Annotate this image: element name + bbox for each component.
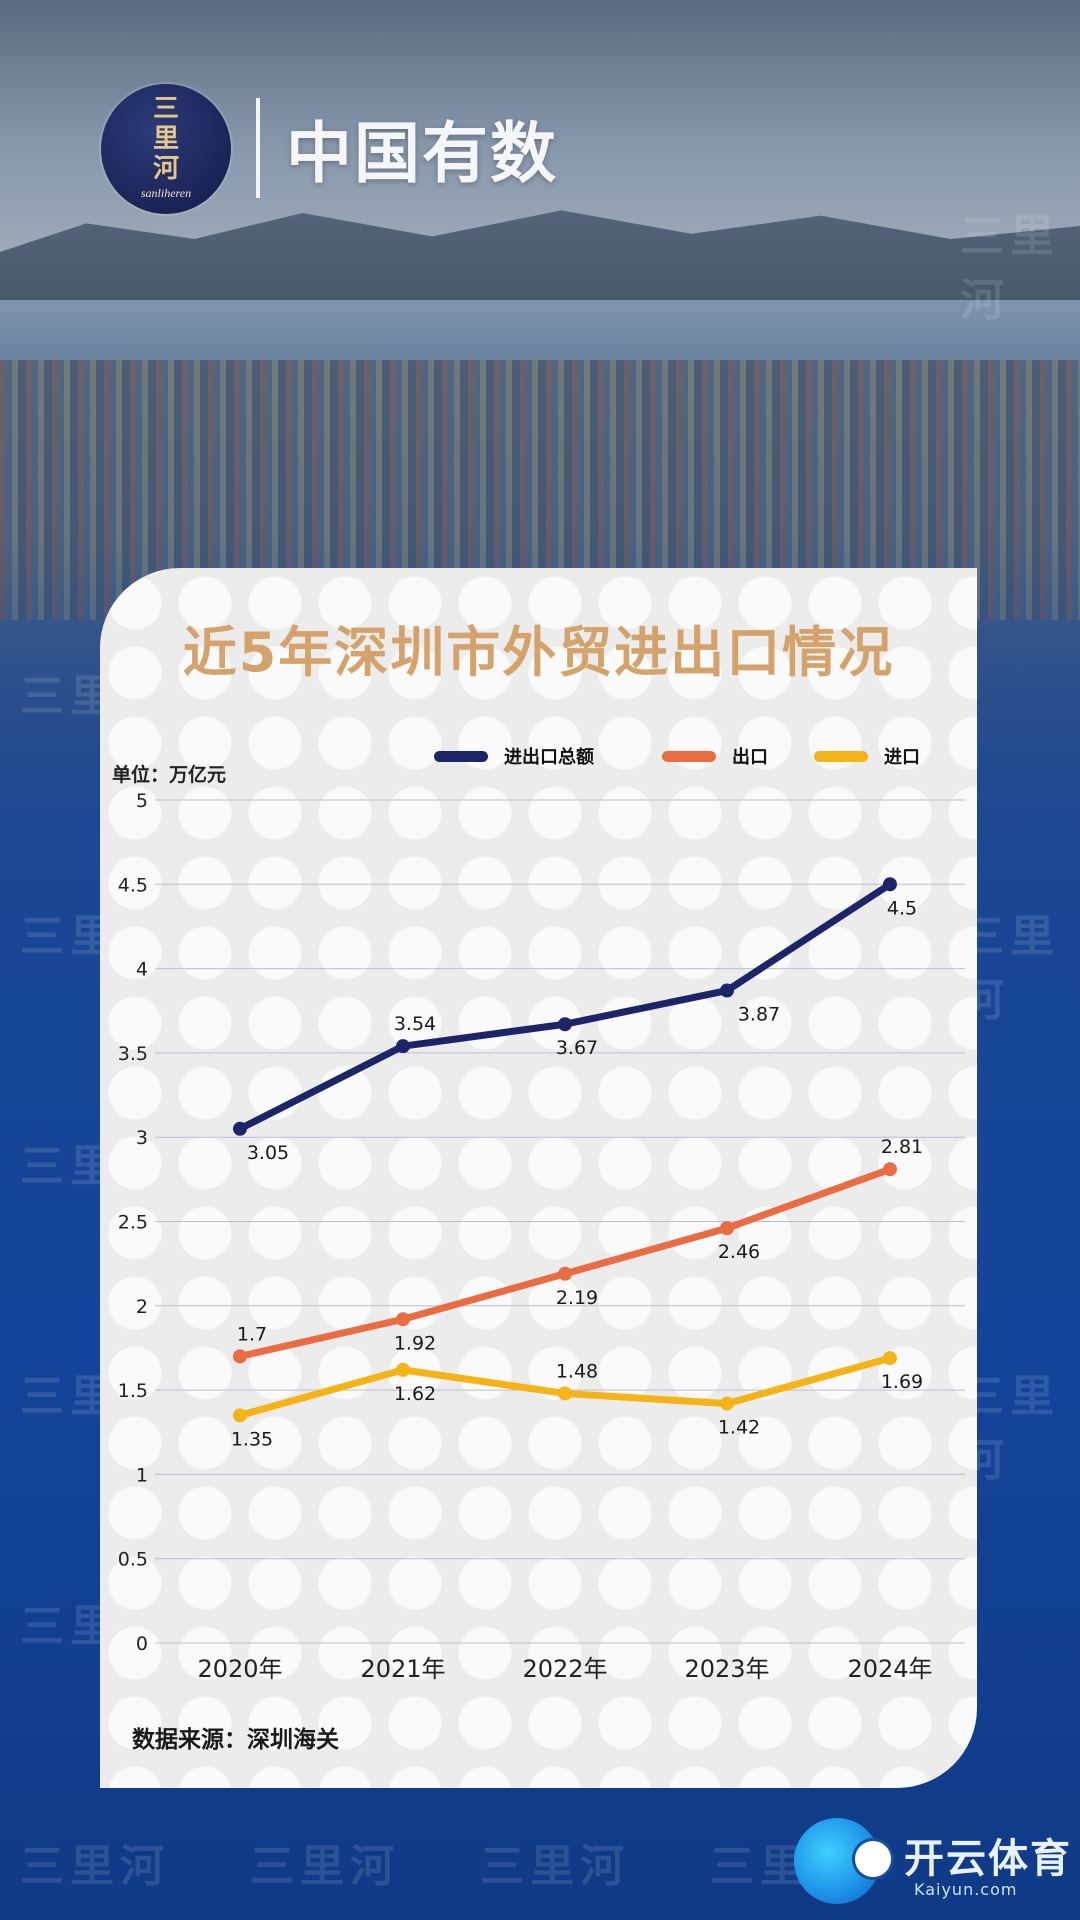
data-label-import: 1.62 [394, 1383, 436, 1405]
data-point-total [233, 1121, 247, 1136]
football-icon [852, 1838, 894, 1880]
y-tick-label: 3 [136, 1127, 148, 1149]
y-tick-label: 3.5 [118, 1043, 148, 1065]
y-tick-label: 1 [136, 1464, 148, 1486]
brand-title: 中国有数 [286, 115, 558, 192]
data-label-total: 3.05 [247, 1142, 289, 1164]
legend-swatch-import [814, 750, 868, 762]
data-label-export: 1.92 [394, 1332, 436, 1354]
y-tick-label: 0 [136, 1633, 148, 1655]
x-tick-label: 2023年 [684, 1655, 769, 1683]
data-label-import: 1.42 [718, 1417, 760, 1439]
legend-swatch-export [662, 750, 716, 762]
watermark: 三里河 [480, 1841, 630, 1892]
x-tick-label: 2024年 [847, 1655, 932, 1683]
data-label-export: 2.19 [556, 1287, 598, 1309]
data-label-export: 2.81 [881, 1136, 923, 1158]
chart-legend: 进出口总额 出口 进口 [100, 736, 977, 776]
data-label-total: 3.54 [394, 1013, 436, 1035]
series-line-total [236, 880, 894, 1133]
x-tick-label: 2020年 [197, 1655, 282, 1683]
data-label-export: 1.7 [237, 1323, 267, 1345]
y-tick-label: 0.5 [118, 1549, 148, 1571]
series-line-export [236, 1165, 894, 1360]
data-point-export [233, 1349, 247, 1364]
data-source: 数据来源：深圳海关 [132, 1727, 339, 1753]
data-point-import [558, 1386, 572, 1401]
legend-item-export: 出口 [662, 736, 768, 776]
data-label-import: 1.35 [231, 1428, 273, 1450]
data-point-export [396, 1312, 410, 1327]
watermark: 三里河 [960, 911, 1060, 1026]
data-label-total: 3.67 [556, 1037, 598, 1059]
legend-label-import: 进口 [884, 747, 920, 768]
logo-char: 里 [152, 124, 179, 154]
y-tick-label: 1.5 [118, 1380, 148, 1402]
data-point-import [720, 1396, 734, 1411]
legend-swatch-total [434, 750, 488, 762]
unit-label: 单位：万亿元 [112, 764, 227, 786]
x-tick-label: 2022年 [522, 1655, 607, 1683]
chart-card: 近5年深圳市外贸进出口情况 进出口总额 出口 进口 单位：万亿元 0 0.5 1 1.… [100, 568, 977, 1788]
logo-subtitle: sanliheren [140, 186, 192, 200]
legend-label-export: 出口 [732, 747, 768, 768]
data-label-import: 1.48 [556, 1360, 598, 1382]
y-tick-label: 4 [136, 959, 148, 981]
x-tick-label: 2021年 [360, 1655, 445, 1683]
data-label-import: 1.69 [881, 1371, 923, 1393]
y-tick-label: 2 [136, 1296, 148, 1318]
logo-char: 三 [152, 94, 179, 124]
data-point-export [883, 1162, 897, 1177]
data-point-import [396, 1362, 410, 1377]
watermark: 三里河 [960, 1371, 1060, 1486]
logo-mark: 三 里 河 [101, 94, 231, 184]
data-point-import [233, 1408, 247, 1423]
legend-item-import: 进口 [814, 736, 920, 776]
data-point-total [396, 1039, 410, 1054]
data-label-total: 3.87 [738, 1004, 780, 1026]
brand-logo: 三 里 河 sanliheren [101, 84, 231, 214]
watermark: 三里河 [960, 211, 1060, 326]
data-point-export [720, 1221, 734, 1236]
footer-badge-url: Kaiyun.com [914, 1880, 1018, 1899]
brand-divider [256, 98, 260, 198]
footer-badge-text: 开云体育 [904, 1836, 1072, 1882]
data-point-total [883, 877, 897, 892]
watermark: 三里河 [250, 1841, 400, 1892]
y-tick-label: 5 [136, 790, 148, 812]
legend-item-total: 进出口总额 [434, 736, 594, 776]
data-point-import [883, 1351, 897, 1366]
y-tick-label: 4.5 [118, 874, 148, 896]
legend-label-total: 进出口总额 [504, 747, 594, 768]
data-point-export [558, 1266, 572, 1281]
data-label-total: 4.5 [887, 897, 917, 919]
chart-title: 近5年深圳市外贸进出口情况 [182, 621, 895, 684]
logo-char: 河 [152, 154, 179, 184]
data-point-total [720, 983, 734, 998]
y-tick-label: 2.5 [118, 1212, 148, 1234]
watermark: 三里河 [20, 1841, 170, 1892]
data-point-total [558, 1017, 572, 1032]
data-label-export: 2.46 [718, 1241, 760, 1263]
